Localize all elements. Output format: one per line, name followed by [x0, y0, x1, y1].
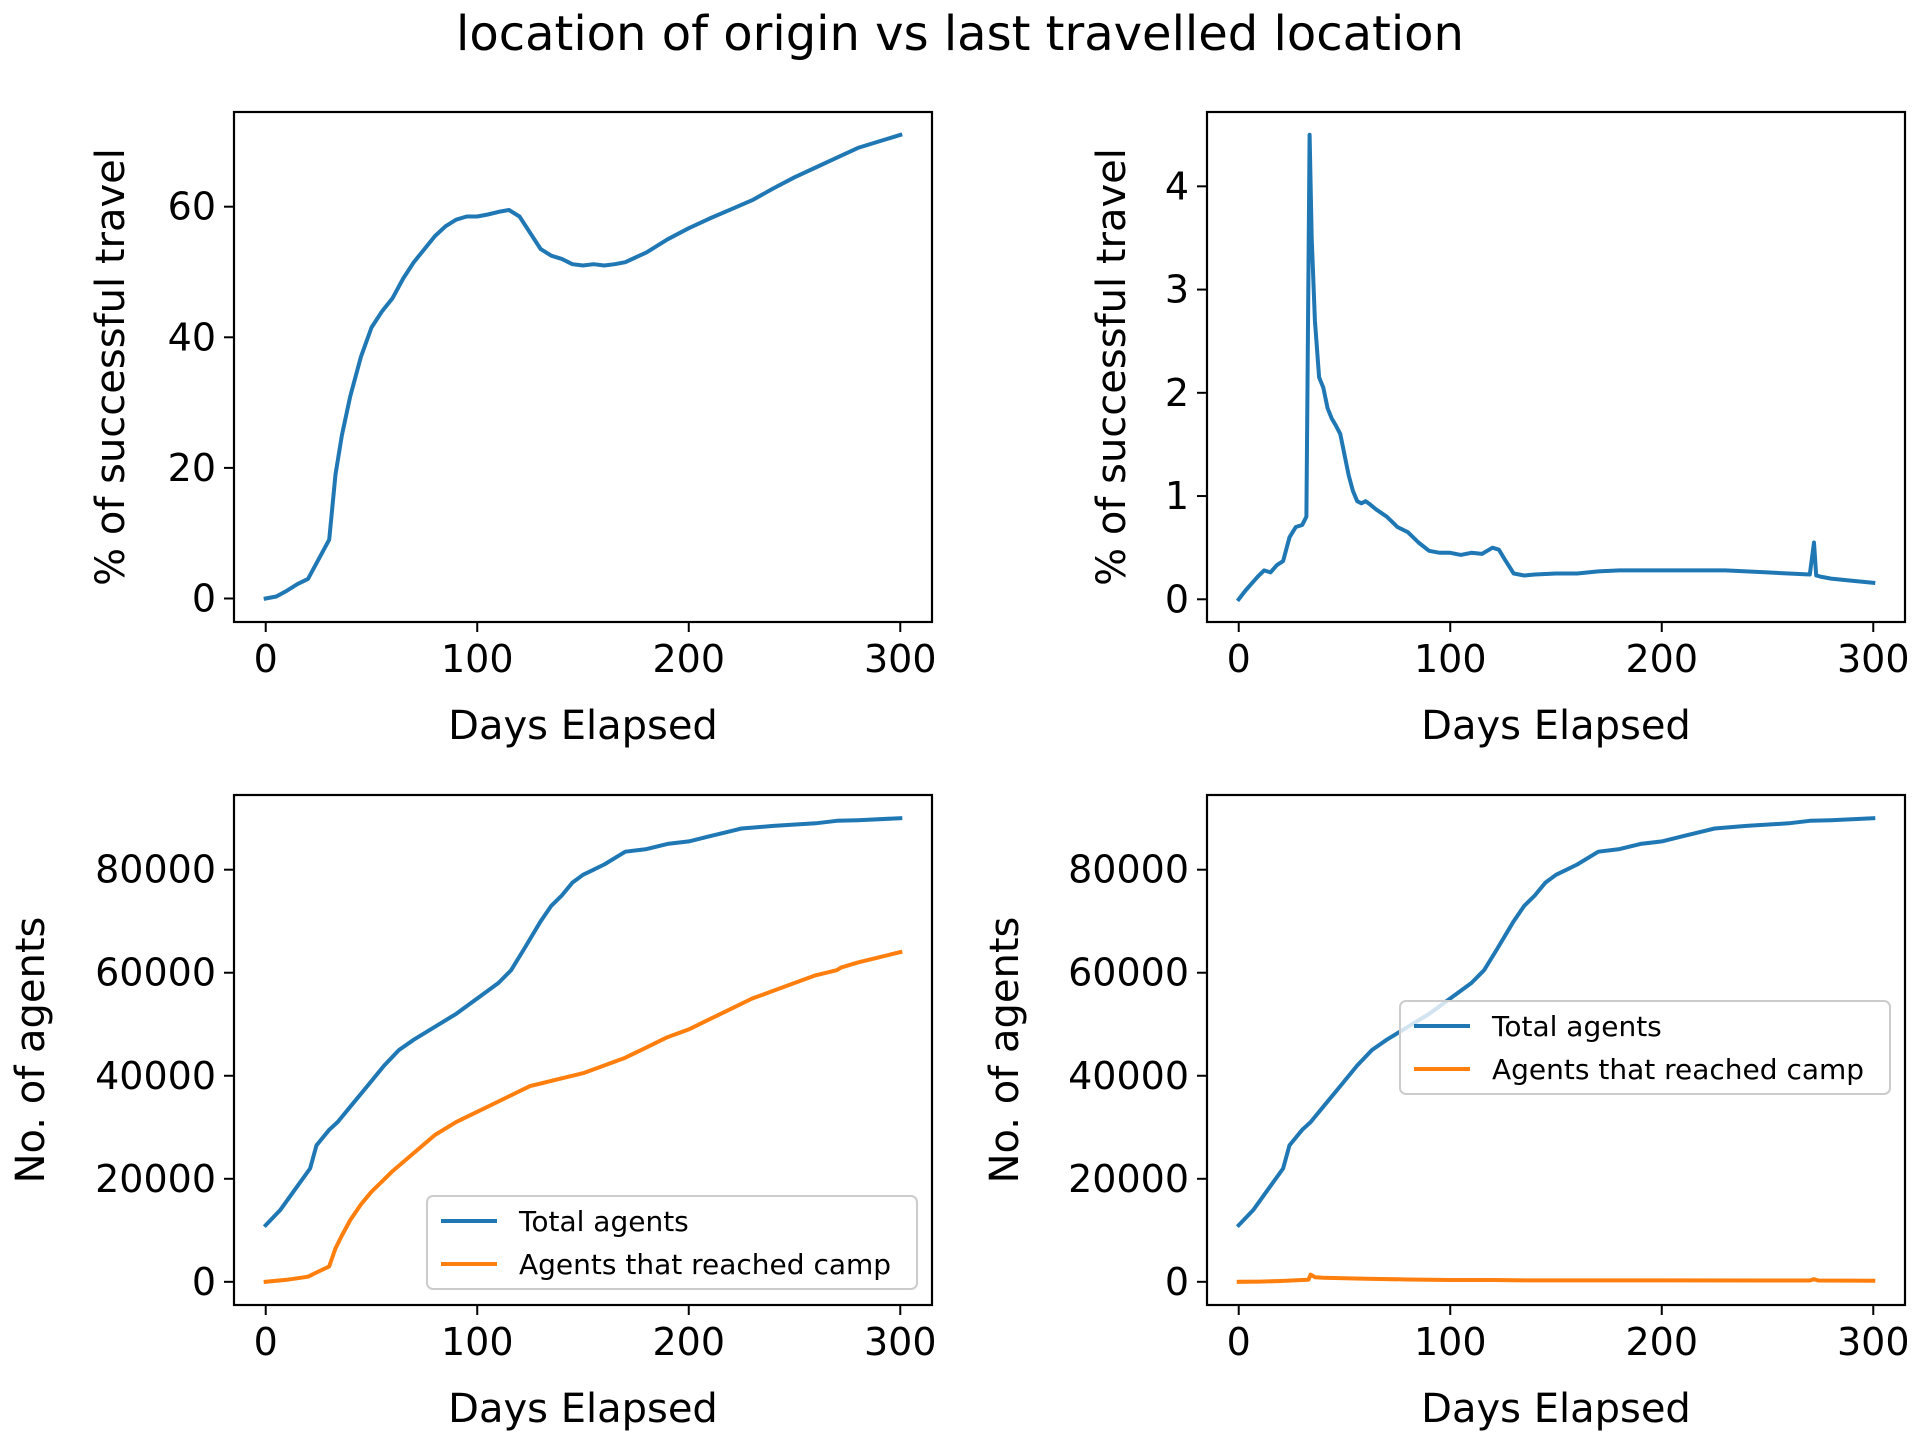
- x-tick-label: 0: [254, 1320, 278, 1364]
- x-axis-label: Days Elapsed: [1421, 1386, 1691, 1432]
- y-axis-label: No. of agents: [8, 917, 54, 1184]
- x-tick-label: 200: [652, 637, 725, 681]
- legend: Total agents Agents that reached camp: [1399, 1000, 1891, 1095]
- x-tick-label: 200: [1625, 637, 1698, 681]
- axes-frame: [232, 110, 934, 624]
- y-tick-label: 60000: [1068, 951, 1189, 995]
- y-axis-label: % of successful travel: [1089, 148, 1135, 586]
- y-tick-label: 20000: [95, 1157, 216, 1201]
- y-tick-label: 40000: [1068, 1054, 1189, 1098]
- y-tick-label: 0: [1165, 577, 1189, 621]
- legend-box: [426, 1195, 918, 1290]
- figure-title: location of origin vs last travelled loc…: [456, 6, 1464, 62]
- y-tick-label: 40000: [95, 1054, 216, 1098]
- x-tick-label: 0: [254, 637, 278, 681]
- legend: Total agents Agents that reached camp: [426, 1195, 918, 1290]
- subplot-top-left: 0 100 200 300 0 20 40 60 Days Elapsed % of succes…: [88, 110, 937, 749]
- subplot-bottom-right: 0 100 200 300 0 20000 40000 60000 80000 Days Elap…: [982, 793, 1910, 1432]
- x-tick-label: 200: [652, 1320, 725, 1364]
- axes-frame: [1205, 110, 1907, 624]
- y-tick-label: 4: [1165, 164, 1189, 208]
- y-tick-label: 40: [168, 315, 216, 359]
- legend-label-agents-that-reached-camp: Agents that reached camp: [1492, 1053, 1864, 1086]
- x-tick-label: 300: [864, 637, 937, 681]
- y-tick-label: 2: [1165, 371, 1189, 415]
- y-tick-label: 3: [1165, 268, 1189, 312]
- x-tick-label: 200: [1625, 1320, 1698, 1364]
- series-line-main: [1235, 132, 1876, 603]
- y-axis-label: No. of agents: [982, 917, 1028, 1184]
- axes-frame: [1205, 793, 1907, 1307]
- y-tick-label: 80000: [1068, 848, 1189, 892]
- x-tick-label: 100: [1414, 1320, 1487, 1364]
- y-tick-label: 20: [168, 446, 216, 490]
- x-tick-label: 300: [1837, 637, 1910, 681]
- y-axis-label: % of successful travel: [88, 148, 134, 586]
- subplot-top-right: 0 100 200 300 0 1 2 3 4 Days Elapsed % of successf…: [1089, 110, 1910, 749]
- y-tick-label: 60000: [95, 951, 216, 995]
- x-axis-label: Days Elapsed: [448, 703, 718, 749]
- x-axis-label: Days Elapsed: [1421, 703, 1691, 749]
- y-tick-label: 0: [192, 576, 216, 620]
- y-tick-label: 20000: [1068, 1157, 1189, 1201]
- y-tick-label: 0: [1165, 1260, 1189, 1304]
- x-tick-label: 100: [441, 1320, 514, 1364]
- series-line-total-agents: [1235, 816, 1876, 1229]
- x-tick-label: 300: [1837, 1320, 1910, 1364]
- x-tick-label: 300: [864, 1320, 937, 1364]
- subplot-bottom-left: 0 100 200 300 0 20000 40000 60000 80000 Days Elap…: [8, 793, 937, 1432]
- x-axis-label: Days Elapsed: [448, 1386, 718, 1432]
- x-tick-label: 0: [1227, 1320, 1251, 1364]
- x-tick-label: 0: [1227, 637, 1251, 681]
- series-line-agents-that-reached-camp: [1236, 1272, 1876, 1284]
- y-tick-label: 1: [1165, 474, 1189, 518]
- axes-frame: [232, 793, 934, 1307]
- legend-box: [1399, 1000, 1891, 1095]
- legend-label-total-agents: Total agents: [518, 1205, 689, 1238]
- series-line-total-agents: [262, 816, 903, 1229]
- series-line-main: [263, 132, 903, 601]
- y-tick-label: 80000: [95, 848, 216, 892]
- legend-label-agents-that-reached-camp: Agents that reached camp: [519, 1248, 891, 1281]
- legend-label-total-agents: Total agents: [1491, 1010, 1662, 1043]
- y-tick-label: 0: [192, 1260, 216, 1304]
- y-tick-label: 60: [168, 185, 216, 229]
- x-tick-label: 100: [1414, 637, 1487, 681]
- x-tick-label: 100: [441, 637, 514, 681]
- series-line-agents-that-reached-camp: [263, 949, 903, 1284]
